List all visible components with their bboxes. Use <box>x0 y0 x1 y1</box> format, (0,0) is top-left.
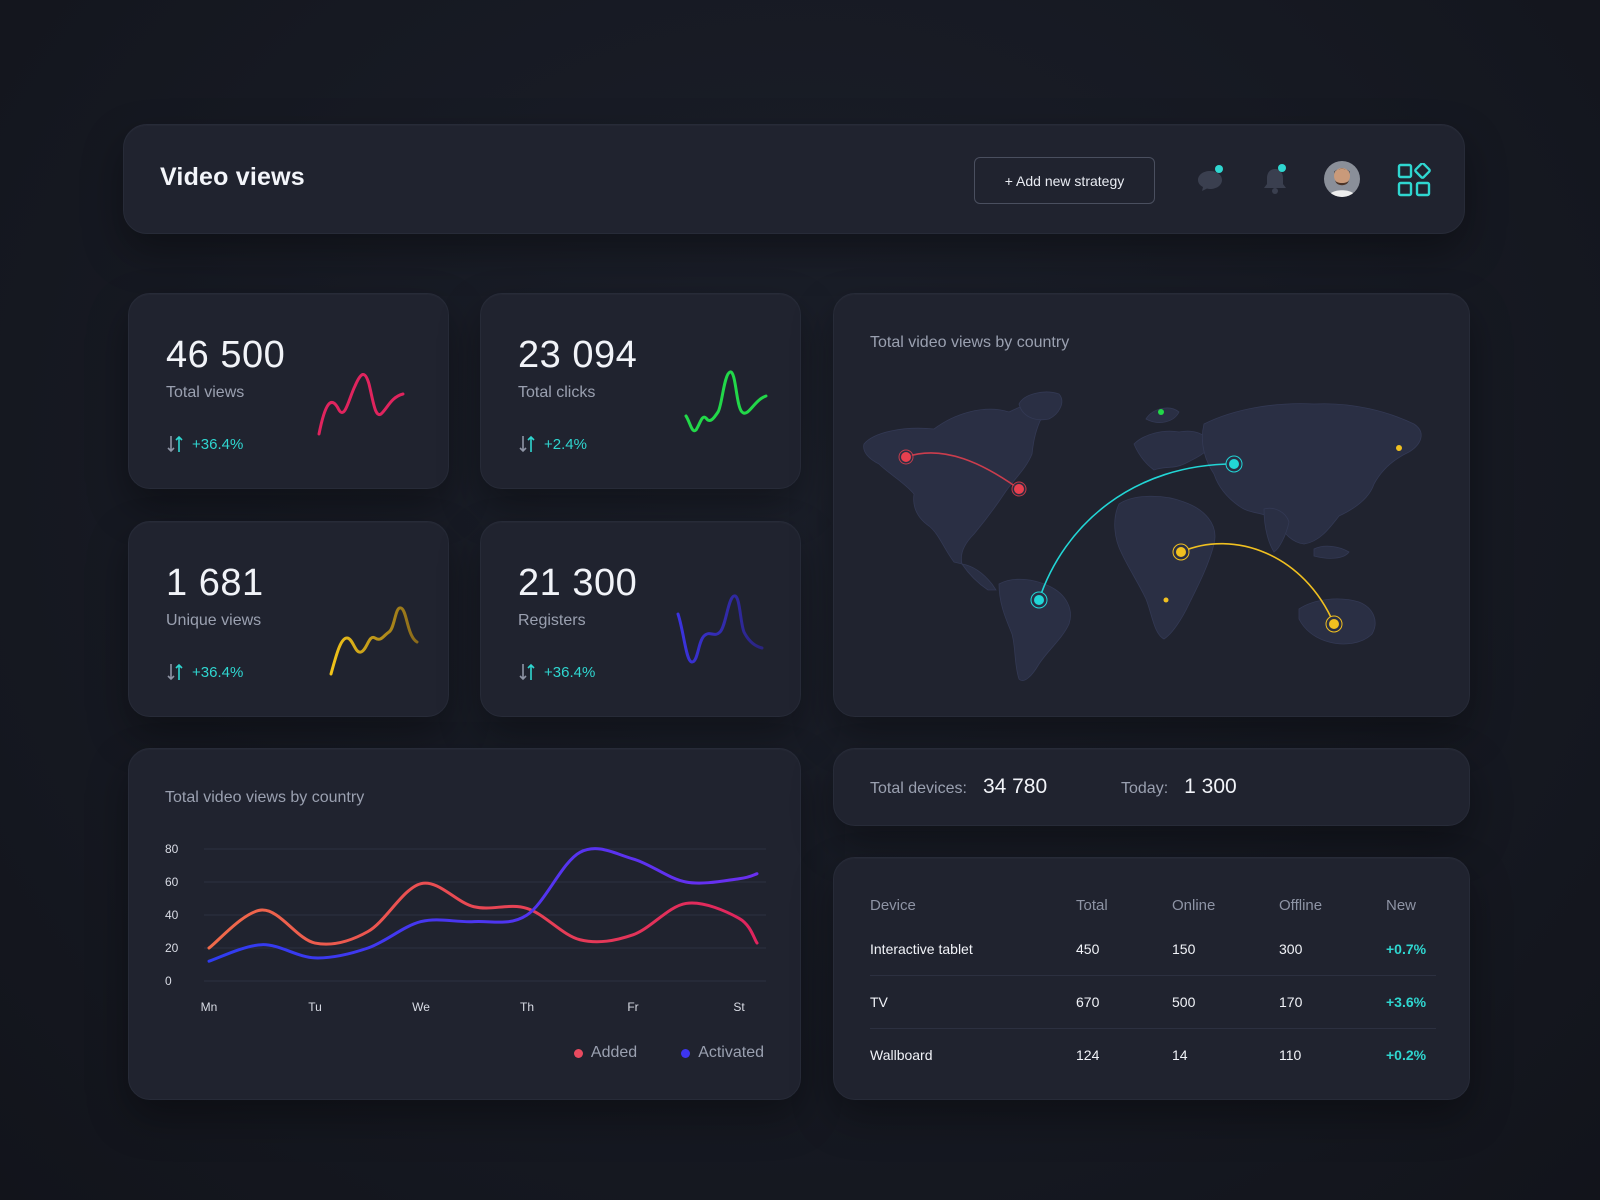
cell-online: 150 <box>1172 940 1196 957</box>
legend-label: Added <box>590 1044 638 1061</box>
y-tick-label: 20 <box>165 941 179 955</box>
y-tick-label: 60 <box>165 875 179 889</box>
stat-label: Total clicks <box>518 384 596 401</box>
y-tick-label: 40 <box>165 908 179 922</box>
stat-value: 21 300 <box>518 562 638 604</box>
legend-dot <box>681 1048 691 1058</box>
total-devices-value: 34 780 <box>982 775 1048 798</box>
grid-apps-icon[interactable] <box>1397 162 1431 197</box>
stat-card-total-views: 46 500 Total views +36.4% <box>128 293 449 489</box>
column-header[interactable]: Offline <box>1279 896 1323 914</box>
x-tick-label: We <box>412 1000 430 1014</box>
map-card: Total video views by country <box>833 293 1470 717</box>
column-header[interactable]: Online <box>1172 896 1216 914</box>
column-header[interactable]: Total <box>1076 896 1108 914</box>
trend-arrows-icon <box>167 435 183 453</box>
series-line-added <box>207 881 759 950</box>
sparkline-registers <box>676 594 764 664</box>
stat-label: Total views <box>166 384 245 401</box>
add-new-strategy-button[interactable]: + Add new strategy <box>974 157 1155 204</box>
stat-change: +36.4% <box>166 662 243 682</box>
cell-total: 670 <box>1076 994 1100 1010</box>
devices-summary-card: Total devices: 34 780 Today: 1 300 <box>833 748 1470 826</box>
cell-offline: 110 <box>1279 1047 1302 1063</box>
trend-arrows-icon <box>519 435 535 453</box>
cell-offline: 170 <box>1279 994 1303 1010</box>
line-chart-card: Total video views by country 0 20 40 60 80 Mn… <box>128 748 801 1100</box>
stat-change: +2.4% <box>518 434 587 454</box>
today-value: 1 300 <box>1184 775 1237 798</box>
stat-label: Registers <box>518 612 586 629</box>
stat-value: 23 094 <box>518 334 638 376</box>
cell-new: +0.7% <box>1386 940 1427 957</box>
trend-arrows-icon <box>167 663 183 681</box>
stat-card-registers: 21 300 Registers +36.4% <box>480 521 801 717</box>
table-body: Interactive tablet 450 150 300 +0.7% TV … <box>870 922 1436 1081</box>
cell-offline: 300 <box>1279 940 1303 957</box>
legend-item-added[interactable]: Added <box>573 1044 638 1062</box>
devices-table-card: Device Total Online Offline New Interact… <box>833 857 1470 1100</box>
y-tick-label: 0 <box>165 974 172 988</box>
y-tick-label: 80 <box>165 842 179 856</box>
line-chart: 0 20 40 60 80 Mn Tu We Th Fr St <box>165 842 766 1014</box>
header-bar: Video views + Add new strategy <box>123 124 1465 234</box>
cell-device: Interactive tablet <box>870 940 973 957</box>
table-row[interactable]: Wallboard 124 14 110 +0.2% <box>870 1028 1436 1081</box>
chart-title: Total video views by country <box>165 789 365 806</box>
x-tick-label: Th <box>520 1000 534 1014</box>
cell-new: +3.6% <box>1386 994 1427 1010</box>
sparkline-total-clicks <box>684 370 768 433</box>
cell-online: 500 <box>1172 994 1196 1010</box>
stat-change: +36.4% <box>166 434 243 454</box>
cell-device: Wallboard <box>870 1047 933 1063</box>
cell-total: 124 <box>1076 1047 1100 1063</box>
page-title: Video views <box>160 163 305 191</box>
stat-value: 46 500 <box>166 334 286 376</box>
map-title: Total video views by country <box>870 334 1070 351</box>
column-header[interactable]: Device <box>870 896 916 914</box>
table-header: Device Total Online Offline New <box>870 888 1436 922</box>
legend-label: Activated <box>698 1044 764 1061</box>
avatar[interactable] <box>1324 161 1360 197</box>
stat-card-unique-views: 1 681 Unique views +36.4% <box>128 521 449 717</box>
stat-card-total-clicks: 23 094 Total clicks +2.4% <box>480 293 801 489</box>
chat-icon[interactable] <box>1194 163 1226 195</box>
world-map <box>863 391 1422 681</box>
x-tick-label: Tu <box>308 1000 322 1014</box>
total-devices: Total devices: 34 780 <box>870 775 1047 799</box>
bell-icon[interactable] <box>1260 163 1290 195</box>
stat-value: 1 681 <box>166 562 264 604</box>
sparkline-total-views <box>317 373 405 436</box>
table-row[interactable]: TV 670 500 170 +3.6% <box>870 975 1436 1028</box>
total-devices-label: Total devices: <box>870 780 967 797</box>
stat-change-value: +36.4% <box>544 663 596 681</box>
series-line-activated <box>207 847 759 963</box>
stat-change: +36.4% <box>518 662 595 682</box>
stat-change-value: +36.4% <box>192 663 244 681</box>
stat-change-value: +36.4% <box>192 435 244 453</box>
today-label: Today: <box>1121 780 1169 797</box>
x-tick-label: Fr <box>627 1000 638 1014</box>
chart-legend: Added Activated <box>573 1044 764 1062</box>
today-devices: Today: 1 300 <box>1121 775 1237 799</box>
table-row[interactable]: Interactive tablet 450 150 300 +0.7% <box>870 922 1436 975</box>
x-tick-label: Mn <box>201 1000 218 1014</box>
legend-item-activated[interactable]: Activated <box>681 1044 764 1062</box>
cell-device: TV <box>870 994 888 1010</box>
trend-arrows-icon <box>519 663 535 681</box>
cell-online: 14 <box>1172 1047 1188 1063</box>
sparkline-unique-views <box>329 606 419 676</box>
cell-total: 450 <box>1076 940 1100 957</box>
x-tick-label: St <box>733 1000 745 1014</box>
legend-dot <box>573 1048 583 1058</box>
stat-change-value: +2.4% <box>544 435 587 453</box>
stat-label: Unique views <box>166 612 262 629</box>
column-header[interactable]: New <box>1386 896 1417 914</box>
devices-table: Device Total Online Offline New Interact… <box>870 888 1436 1081</box>
map-markers <box>898 409 1402 633</box>
cell-new: +0.2% <box>1386 1047 1427 1063</box>
